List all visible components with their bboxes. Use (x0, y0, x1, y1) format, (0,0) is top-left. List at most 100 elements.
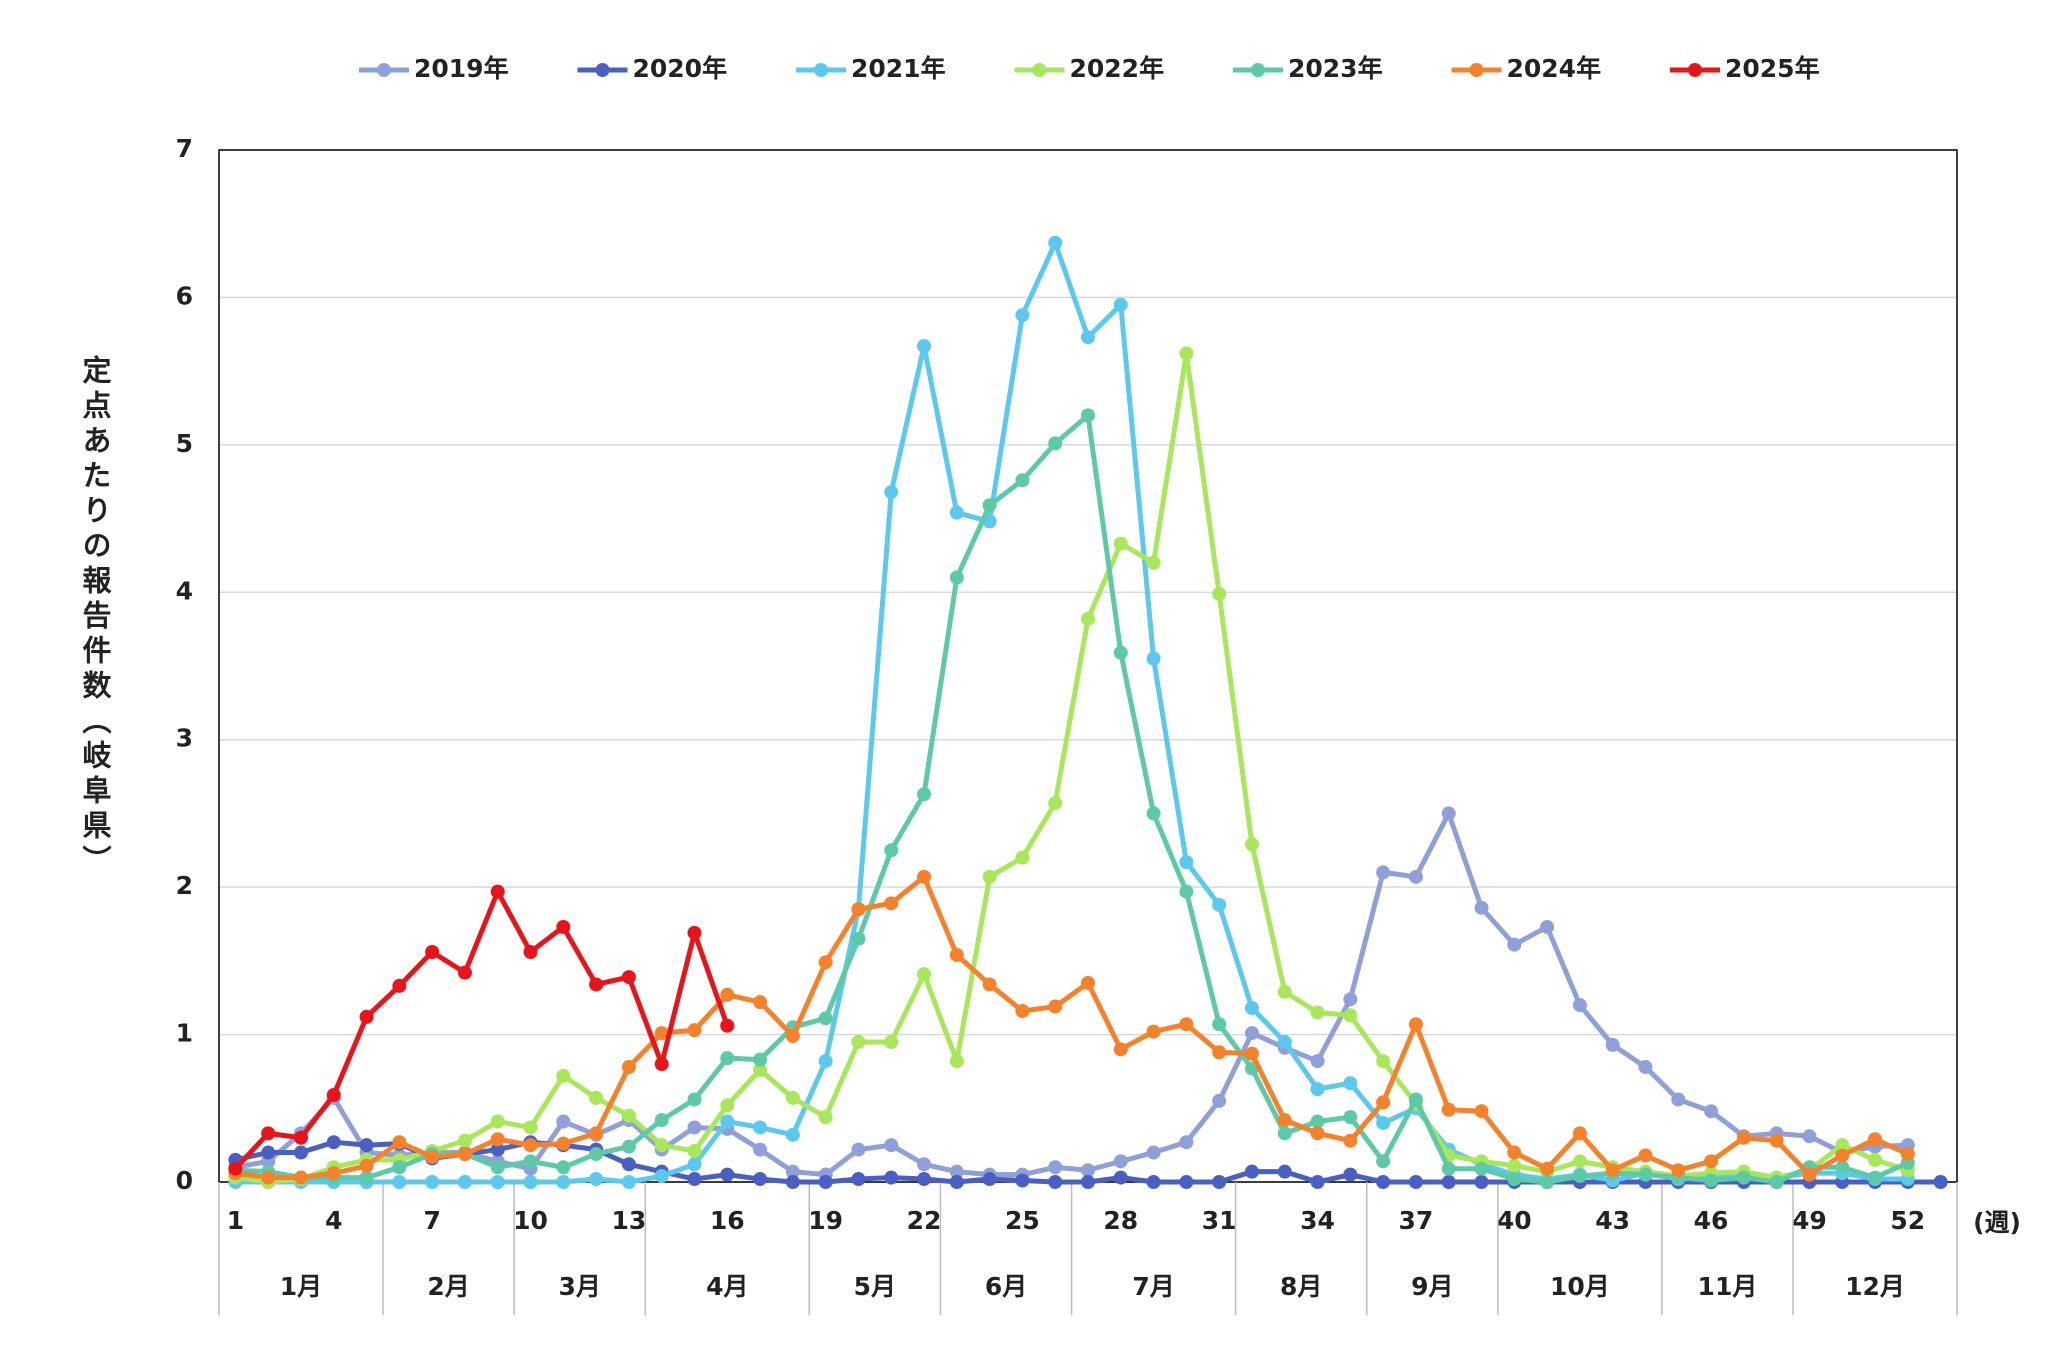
data-point (621, 1157, 636, 1172)
series-line (233, 889, 730, 1171)
data-point (392, 1175, 407, 1189)
data-point (654, 1169, 669, 1184)
data-point (654, 1113, 669, 1128)
data-point (1474, 900, 1489, 915)
data-point (293, 1170, 308, 1185)
data-point (917, 1157, 932, 1172)
data-point (1179, 1175, 1194, 1189)
data-point (621, 1060, 636, 1075)
data-point (1441, 1161, 1456, 1176)
data-point (1113, 645, 1128, 660)
data-point (917, 1172, 932, 1187)
x-tick-label: 49 (1792, 1206, 1827, 1235)
data-point (1704, 1154, 1719, 1169)
data-point (1113, 1170, 1128, 1185)
data-point (1113, 297, 1128, 312)
data-point (982, 869, 997, 884)
data-point (884, 896, 899, 911)
data-point (523, 1120, 538, 1135)
data-point (753, 1172, 768, 1187)
data-point (490, 1142, 505, 1157)
data-point (753, 1052, 768, 1067)
data-point (1048, 436, 1063, 451)
data-point (1376, 1095, 1391, 1110)
data-point (392, 1160, 407, 1175)
data-point (1343, 1133, 1358, 1148)
x-tick-label: 40 (1497, 1206, 1532, 1235)
data-point (1474, 1104, 1489, 1119)
data-point (884, 485, 899, 500)
data-point (1868, 1170, 1883, 1185)
data-point (621, 1108, 636, 1123)
x-tick-label: 52 (1890, 1206, 1925, 1235)
data-point (1244, 1046, 1259, 1061)
y-tick-label: 5 (176, 429, 193, 458)
data-point (949, 1054, 964, 1069)
data-point (785, 1127, 800, 1142)
data-point (949, 505, 964, 520)
data-point (228, 1161, 243, 1176)
data-point (621, 970, 636, 985)
data-point (392, 1135, 407, 1150)
data-point (1868, 1152, 1883, 1167)
data-point (392, 978, 407, 993)
y-tick-label: 0 (176, 1166, 193, 1195)
data-point (457, 1146, 472, 1161)
x-tick-label: 46 (1694, 1206, 1729, 1235)
data-point (720, 1114, 735, 1129)
data-point (1179, 884, 1194, 899)
data-point (490, 1175, 505, 1189)
data-point (1113, 1154, 1128, 1169)
data-point (1048, 235, 1063, 250)
data-point (818, 1054, 833, 1069)
data-point (753, 1062, 768, 1077)
x-axis-unit: (週) (1973, 1208, 2021, 1237)
plot-frame (218, 149, 1958, 1183)
data-point (1900, 1146, 1915, 1161)
data-point (982, 498, 997, 513)
data-point (1441, 806, 1456, 821)
data-point (1868, 1132, 1883, 1147)
data-point (1572, 1154, 1587, 1169)
data-point (1244, 1001, 1259, 1016)
y-axis-label: 定点あたりの報告件数（岐阜県） (78, 355, 112, 880)
data-point (654, 1057, 669, 1072)
data-point (1212, 897, 1227, 912)
data-point (1048, 1175, 1063, 1189)
data-point (1113, 1042, 1128, 1057)
legend-marker (377, 63, 391, 77)
data-point (654, 1026, 669, 1041)
data-point (917, 869, 932, 884)
data-point (851, 1172, 866, 1187)
data-point (556, 1068, 571, 1083)
data-point (949, 1175, 964, 1189)
data-point (1572, 998, 1587, 1013)
data-point (1638, 1148, 1653, 1163)
data-point (1441, 1102, 1456, 1117)
data-point (1212, 1093, 1227, 1108)
data-point (1146, 806, 1161, 821)
data-point (589, 1126, 604, 1141)
data-point (556, 1136, 571, 1151)
legend-marker (1032, 63, 1047, 77)
data-point (687, 1172, 702, 1187)
legend-label: 2021年 (851, 54, 946, 83)
data-point (1474, 1175, 1489, 1189)
data-point (1474, 1161, 1489, 1176)
legend-label: 2023年 (1288, 54, 1383, 83)
data-point (1146, 1024, 1161, 1039)
legend-label: 2022年 (1070, 54, 1165, 83)
data-point (556, 1160, 571, 1175)
month-label: 7月 (1132, 1272, 1174, 1301)
y-tick-label: 3 (176, 724, 193, 753)
data-point (1015, 1173, 1030, 1188)
x-tick-label: 22 (907, 1206, 942, 1235)
data-point (818, 1011, 833, 1026)
data-point (753, 995, 768, 1010)
data-point (785, 1029, 800, 1044)
month-label: 11月 (1698, 1272, 1758, 1301)
data-point (261, 1170, 276, 1185)
data-point (589, 1090, 604, 1105)
data-point (851, 931, 866, 946)
x-tick-label: 43 (1595, 1206, 1630, 1235)
